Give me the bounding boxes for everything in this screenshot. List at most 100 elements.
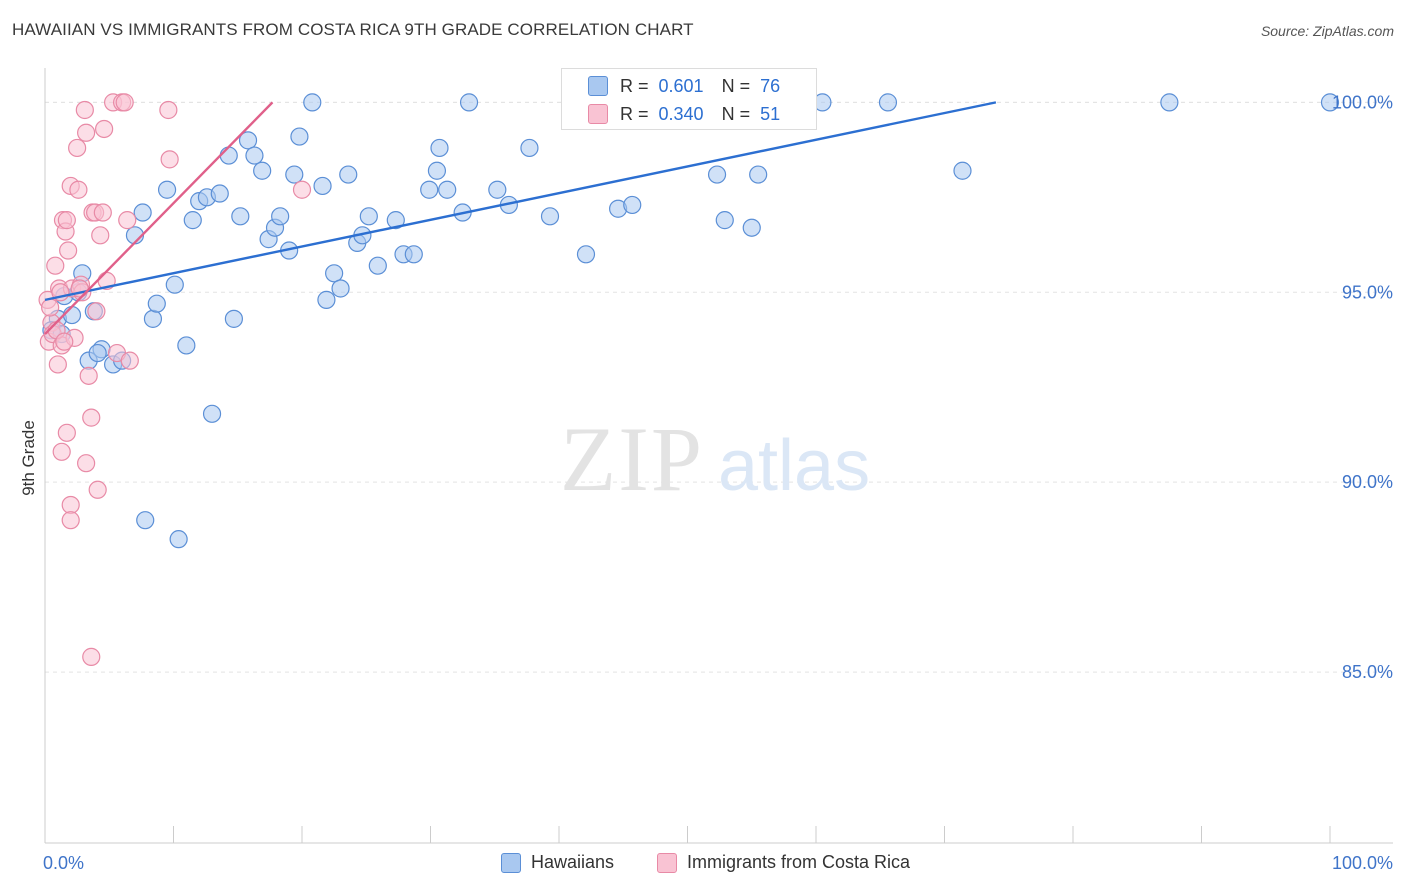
point-hawaiians — [202, 404, 222, 423]
point-costa-rica — [41, 298, 60, 317]
point-hawaiians — [177, 336, 196, 355]
source-label: Source: ZipAtlas.com — [1260, 23, 1394, 39]
point-costa-rica — [159, 100, 178, 120]
point-hawaiians — [165, 275, 184, 294]
point-hawaiians — [271, 207, 290, 226]
trend-lines — [44, 101, 997, 335]
point-hawaiians — [368, 256, 387, 275]
point-hawaiians — [210, 184, 229, 203]
point-hawaiians — [219, 146, 238, 165]
point-hawaiians — [303, 93, 322, 112]
point-hawaiians — [749, 165, 768, 184]
gridlines — [45, 101, 1390, 673]
point-hawaiians — [325, 264, 344, 283]
point-costa-rica — [75, 100, 94, 120]
point-hawaiians — [224, 309, 243, 328]
trend-line-hawaiians — [44, 101, 997, 302]
point-hawaiians — [183, 211, 202, 230]
point-hawaiians — [404, 245, 423, 264]
stats-swatch-costa-rica — [588, 104, 608, 124]
point-hawaiians — [707, 165, 727, 184]
point-hawaiians — [253, 161, 272, 180]
point-hawaiians — [1160, 93, 1179, 112]
point-costa-rica — [59, 241, 78, 260]
point-hawaiians — [147, 294, 166, 313]
legend-item-hawaiians[interactable]: Hawaiians — [501, 852, 614, 873]
point-hawaiians — [331, 279, 350, 298]
point-costa-rica — [55, 332, 74, 351]
stats-row-hawaiians: R = 0.601 N = 76 — [562, 72, 816, 100]
point-hawaiians — [88, 343, 107, 363]
stats-legend: R = 0.601 N = 76 R = 0.340 N = 51 — [561, 68, 817, 130]
point-hawaiians — [576, 245, 596, 264]
legend-label-hawaiians: Hawaiians — [531, 852, 615, 872]
point-hawaiians — [317, 290, 336, 309]
trend-line-costa-rica — [44, 101, 274, 335]
stats-r-costa-rica: 0.340 — [658, 103, 704, 124]
point-costa-rica — [57, 423, 76, 442]
point-hawaiians — [157, 180, 177, 199]
legend-item-costa-rica[interactable]: Immigrants from Costa Rica — [657, 852, 910, 873]
point-hawaiians — [359, 207, 378, 226]
watermark-atlas: atlas — [718, 426, 870, 506]
point-hawaiians — [339, 165, 358, 184]
point-hawaiians — [878, 93, 898, 112]
x-tick-label-max: 100.0% — [1332, 853, 1393, 873]
point-hawaiians — [62, 305, 82, 325]
point-hawaiians — [459, 93, 479, 112]
axes — [44, 68, 1393, 844]
point-costa-rica — [120, 351, 139, 370]
point-costa-rica — [91, 226, 110, 245]
point-hawaiians — [245, 146, 264, 165]
y-tick-label: 100.0% — [1332, 92, 1393, 112]
point-hawaiians — [136, 511, 155, 530]
point-hawaiians — [285, 165, 304, 184]
point-hawaiians — [420, 180, 439, 199]
point-costa-rica — [82, 647, 101, 666]
point-costa-rica — [95, 119, 114, 139]
watermark: ZIP atlas — [560, 408, 870, 510]
point-hawaiians — [290, 127, 309, 146]
data-points — [38, 93, 1340, 666]
y-axis-title: 9th Grade — [19, 420, 38, 496]
legend-swatch-costa-rica — [657, 852, 677, 873]
point-costa-rica — [79, 366, 98, 385]
point-hawaiians — [143, 309, 163, 328]
point-costa-rica — [77, 454, 96, 473]
stats-n-hawaiians: 76 — [760, 75, 781, 96]
point-hawaiians — [520, 138, 539, 158]
point-hawaiians — [169, 530, 188, 549]
chart-title: HAWAIIAN VS IMMIGRANTS FROM COSTA RICA 9… — [12, 20, 694, 39]
y-tick-label: 90.0% — [1342, 472, 1393, 492]
point-costa-rica — [61, 511, 80, 530]
watermark-zip: ZIP — [560, 408, 704, 510]
y-tick-label: 85.0% — [1342, 662, 1393, 682]
point-costa-rica — [57, 211, 76, 230]
point-costa-rica — [87, 302, 106, 321]
point-costa-rica — [82, 408, 101, 427]
point-costa-rica — [77, 123, 96, 142]
axis-labels: 100.0% 95.0% 90.0% 85.0% 0.0% 100.0% 9th Grade — [19, 92, 1393, 873]
point-hawaiians — [715, 211, 734, 230]
point-costa-rica — [118, 211, 137, 230]
point-hawaiians — [438, 180, 457, 199]
point-costa-rica — [48, 355, 67, 374]
point-costa-rica — [292, 180, 312, 199]
point-hawaiians — [1320, 93, 1340, 112]
point-costa-rica — [46, 256, 65, 275]
point-hawaiians — [427, 161, 447, 180]
point-hawaiians — [742, 218, 761, 237]
point-hawaiians — [430, 138, 449, 158]
point-hawaiians — [133, 203, 152, 222]
point-hawaiians — [953, 161, 972, 180]
legend-swatch-hawaiians — [501, 852, 521, 873]
point-costa-rica — [160, 150, 179, 169]
point-hawaiians — [386, 211, 405, 230]
point-costa-rica — [69, 180, 88, 199]
legend-label-costa-rica: Immigrants from Costa Rica — [687, 852, 911, 872]
point-costa-rica — [52, 442, 71, 461]
y-tick-label: 95.0% — [1342, 282, 1393, 302]
stats-r-hawaiians: 0.601 — [658, 75, 704, 96]
bottom-legend: Hawaiians Immigrants from Costa Rica — [0, 852, 1406, 878]
